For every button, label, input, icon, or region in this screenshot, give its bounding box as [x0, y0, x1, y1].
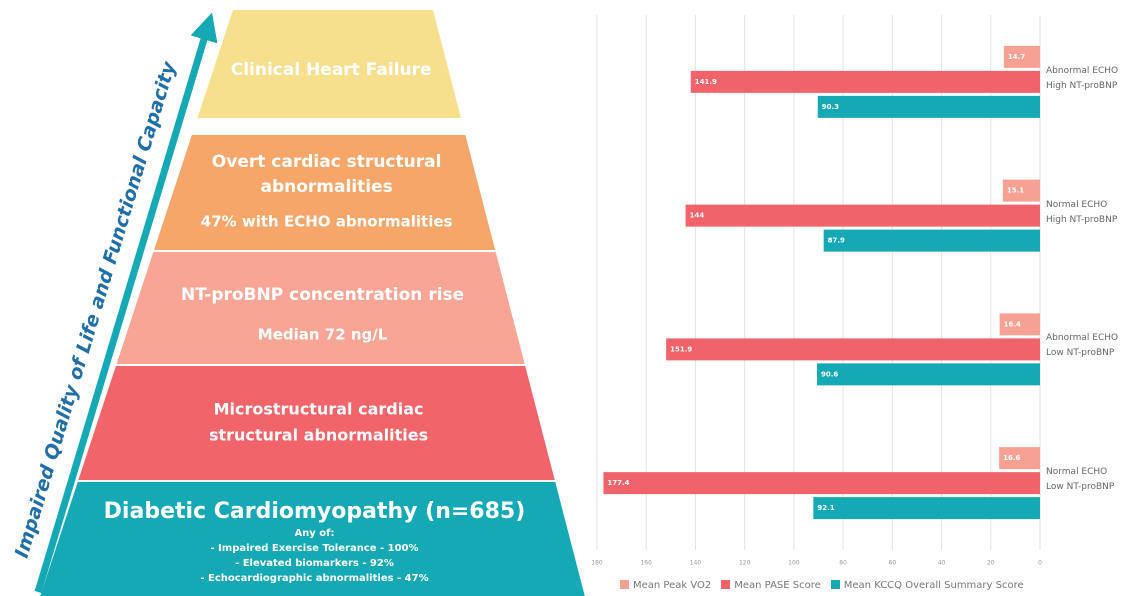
- level-text: abnormalities: [260, 177, 392, 197]
- x-tick-label: 140: [690, 560, 702, 567]
- x-tick-label: 40: [938, 560, 946, 567]
- pyramid-level: [197, 10, 461, 118]
- bar: [999, 447, 1040, 470]
- x-tick-label: 0: [1038, 560, 1042, 567]
- legend-label: Mean KCCQ Overall Summary Score: [843, 580, 1024, 591]
- y-tick-label: Normal ECHO Low NT-proBNP: [1046, 467, 1115, 493]
- bar: [1002, 179, 1040, 202]
- level-text: 47% with ECHO abnormalities: [201, 213, 453, 231]
- legend-swatch: [830, 580, 840, 589]
- pyramid-level: [40, 482, 585, 596]
- x-tick-label: 120: [739, 560, 751, 567]
- x-tick-label: 80: [839, 560, 847, 567]
- level-text: structural abnormalities: [209, 426, 428, 445]
- x-tick-label: 160: [640, 560, 652, 567]
- bar: [999, 313, 1040, 336]
- data-label: 87.9: [828, 237, 845, 245]
- data-label: 92.1: [817, 504, 834, 512]
- bar: [823, 229, 1040, 252]
- y-tick-label: Abnormal ECHO High NT-proBNP: [1046, 65, 1119, 91]
- arrow: [34, 12, 218, 594]
- bar: [817, 363, 1040, 386]
- level-text: Median 72 ng/L: [258, 326, 388, 344]
- legend-item: Mean PASE Score: [721, 580, 821, 591]
- level-text: - Elevated biomarkers - 92%: [235, 558, 394, 569]
- level-text: - Echocardiographic abnormalities - 47%: [200, 573, 428, 584]
- data-label: 141.9: [695, 78, 717, 86]
- legend: Mean Peak VO2 Mean PASE Score Mean KCCQ Ov…: [620, 580, 1024, 591]
- y-tick-label: Normal ECHO High NT-proBNP: [1046, 199, 1118, 225]
- bar: [603, 472, 1040, 495]
- level-text: NT-proBNP concentration rise: [181, 285, 464, 305]
- bar: [817, 95, 1040, 118]
- data-label: 90.6: [821, 370, 838, 378]
- level-text: - Impaired Exercise Tolerance - 100%: [210, 543, 418, 554]
- legend-label: Mean Peak VO2: [633, 580, 712, 591]
- data-label: 144: [690, 212, 705, 220]
- y-tick-label: Abnormal ECHO Low NT-proBNP: [1046, 333, 1119, 359]
- legend-item: Mean Peak VO2: [620, 580, 711, 591]
- data-label: 15.1: [1007, 187, 1024, 195]
- data-label: 16.6: [1003, 454, 1020, 462]
- data-label: 90.3: [822, 103, 839, 111]
- bar: [690, 70, 1040, 93]
- legend-swatch: [620, 580, 629, 589]
- data-label: 16.4: [1004, 320, 1021, 328]
- legend-label: Mean PASE Score: [734, 580, 821, 591]
- bar: [1003, 45, 1040, 68]
- pyramid-level: [78, 366, 555, 480]
- level-text: Diabetic Cardiomyopathy (n=685): [104, 499, 526, 524]
- legend-item: Mean KCCQ Overall Summary Score: [830, 580, 1024, 591]
- data-label: 14.7: [1008, 53, 1025, 61]
- level-text: Any of:: [294, 528, 334, 539]
- data-label: 177.4: [607, 479, 629, 487]
- level-text: Microstructural cardiac: [214, 400, 424, 419]
- legend-swatch: [721, 580, 731, 589]
- x-tick-label: 180: [591, 560, 603, 567]
- pyramid-level: [116, 252, 525, 364]
- level-text: Clinical Heart Failure: [231, 60, 432, 80]
- level-text: Overt cardiac structural: [212, 152, 442, 172]
- x-tick-label: 60: [889, 560, 897, 567]
- pyramid-level: [154, 135, 496, 250]
- bar: [666, 338, 1040, 361]
- bar: [813, 497, 1040, 520]
- x-tick-label: 100: [788, 560, 800, 567]
- data-label: 151.9: [670, 345, 692, 353]
- bar: [685, 204, 1040, 227]
- x-tick-label: 20: [987, 560, 995, 567]
